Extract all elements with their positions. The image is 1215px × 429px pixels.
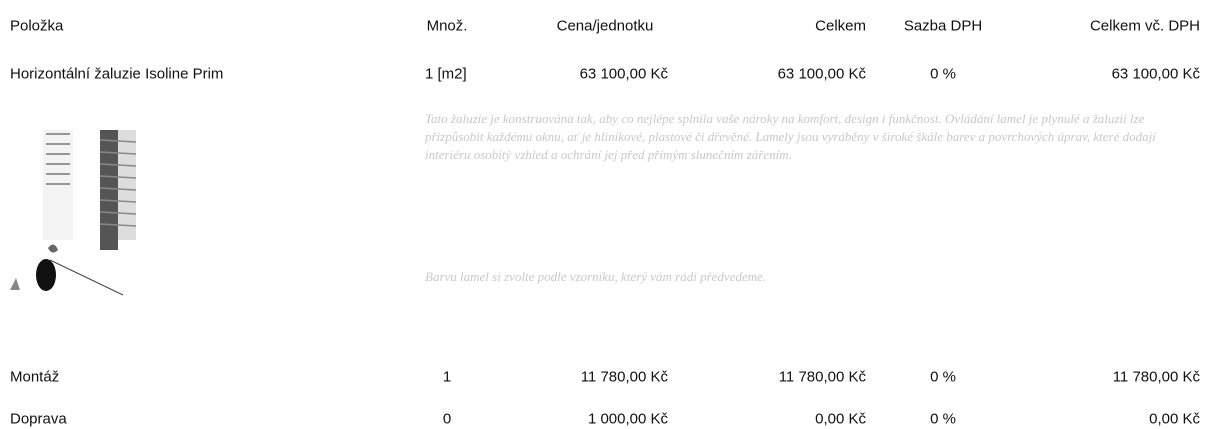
item-cell: 1 [m2] — [425, 66, 467, 83]
item-cell: 11 780,00 Kč — [779, 369, 866, 386]
header-cell: Položka — [10, 18, 63, 35]
item-cell: 63 100,00 Kč — [1112, 66, 1200, 83]
item-name: Doprava — [10, 411, 67, 428]
item-cell: 1 000,00 Kč — [588, 411, 668, 428]
item-cell: 0,00 Kč — [815, 411, 866, 428]
item-cell: 0 % — [930, 66, 956, 83]
header-cell: Celkem — [815, 18, 866, 35]
header-cell: Sazba DPH — [904, 18, 982, 35]
item-cell: 0,00 Kč — [1149, 411, 1200, 428]
item-cell: 63 100,00 Kč — [580, 66, 668, 83]
description-note: Barvu lamel si zvolte podle vzorníku, kt… — [425, 268, 1195, 286]
item-cell: 11 780,00 Kč — [1113, 369, 1200, 386]
invoice-items: Tato žaluzie je konstruována tak, aby co… — [0, 0, 1215, 429]
header-cell: Množ. — [427, 18, 468, 35]
header-cell: Celkem vč. DPH — [1090, 18, 1200, 35]
item-cell: 11 780,00 Kč — [581, 369, 668, 386]
header-cell: Cena/jednotku — [557, 18, 654, 35]
description: Tato žaluzie je konstruována tak, aby co… — [425, 110, 1195, 164]
item-cell: 0 % — [930, 411, 956, 428]
product-image — [8, 130, 138, 305]
item-name: Horizontální žaluzie Isoline Prim — [10, 66, 223, 83]
item-cell: 0 — [443, 411, 451, 428]
item-cell: 1 — [443, 369, 451, 386]
item-cell: 0 % — [930, 369, 956, 386]
item-cell: 63 100,00 Kč — [778, 66, 866, 83]
item-name: Montáž — [10, 369, 59, 386]
